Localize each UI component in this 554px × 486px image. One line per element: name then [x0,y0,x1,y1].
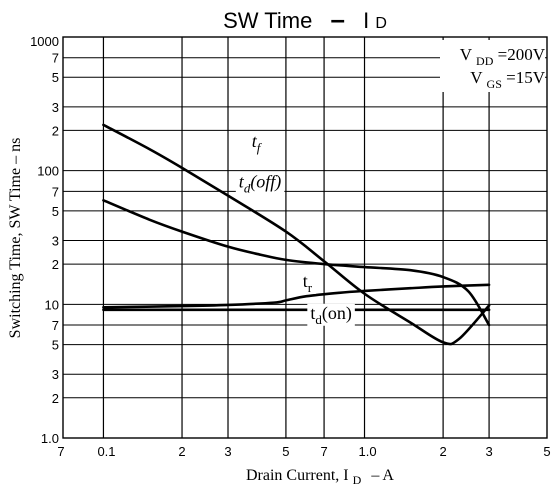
x-axis-label-main: Drain Current, I [246,467,349,484]
condition-vdd-main: V [460,45,473,64]
condition-vgs-rest: =15V [506,68,546,87]
series-label-bg [248,132,266,155]
y-tick-label: 7 [52,318,59,333]
series-label-tdoff: td(off) [239,171,282,195]
series-label-bg [299,271,316,294]
x-tick-label: 7 [57,444,64,459]
x-tick-label: 5 [282,444,289,459]
x-axis-label-sub: D [353,473,362,486]
condition-vdd: V DD =200V [460,45,546,69]
chart-title-var: I [363,8,369,33]
x-axis-label: Drain Current, I D – A [246,467,394,486]
y-tick-label: 2 [52,123,59,138]
y-tick-label: 1000 [30,34,59,49]
condition-vdd-rest: =200V [498,45,546,64]
y-tick-label: 5 [52,338,59,353]
series-label-bg [235,172,285,195]
plot-frame [62,36,548,439]
x-tick-label: 0.1 [97,444,115,459]
condition-vgs-main: V [470,68,483,87]
series-line-tdoff [102,199,491,327]
series-label-bg [307,303,355,326]
condition-vgs-sub: GS [487,77,502,91]
series-label-tr: tr [303,271,313,295]
grid [63,37,547,438]
chart-title-sub: D [375,15,387,32]
x-tick-label: 3 [485,444,492,459]
x-tick-label: 2 [439,444,446,459]
x-tick-label: 7 [320,444,327,459]
series [102,123,491,346]
x-axis-label-unit: – A [370,467,394,484]
y-tick-label: 2 [52,391,59,406]
y-tick-label: 5 [52,204,59,219]
conditions-box-bg [440,40,545,92]
chart-title-dash: – [330,4,344,34]
x-tick-label: 2 [178,444,185,459]
y-tick-label: 7 [52,51,59,66]
series-labels: tf td(off) tr td(on) [235,131,355,327]
y-tick-label: 3 [52,100,59,115]
y-tick-label: 3 [52,367,59,382]
y-tick-label: 7 [52,184,59,199]
chart-title: SW Time – I D [223,4,387,34]
condition-vgs: V GS =15V [470,68,545,92]
y-tick-label: 100 [37,164,59,179]
x-tick-label: 1.0 [359,444,377,459]
series-line-tf [102,123,491,346]
y-tick-label: 2 [52,257,59,272]
conditions-box: V DD =200V V GS =15V [440,40,546,92]
y-axis-label: Switching Time, SW Time – ns [7,138,24,339]
chart-title-main: SW Time [223,8,312,33]
series-line-tr [102,283,491,309]
y-tick-label: 5 [52,70,59,85]
x-tick-label: 3 [224,444,231,459]
y-tick-label: 10 [45,297,59,312]
x-tick-label: 5 [543,444,550,459]
y-tick-label: 1.0 [41,431,59,446]
series-label-tdon: td(on) [310,303,352,327]
condition-vdd-sub: DD [476,54,494,68]
y-tick-label: 3 [52,234,59,249]
series-label-tf: tf [252,131,263,155]
